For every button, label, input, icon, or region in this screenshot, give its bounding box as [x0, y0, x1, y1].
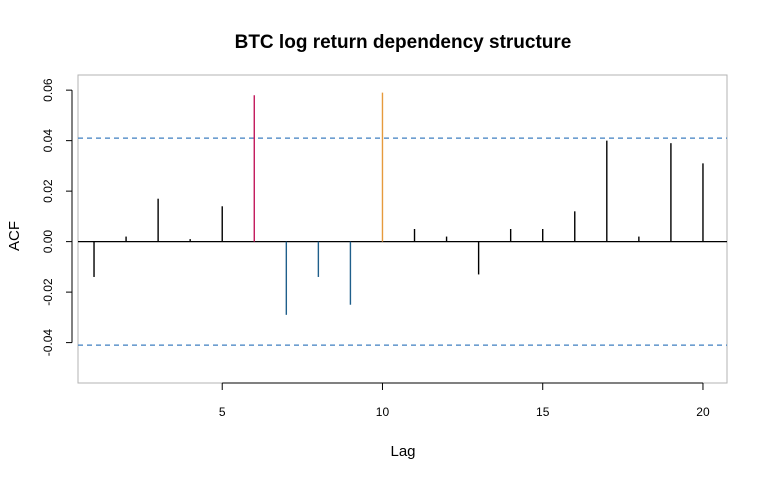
y-tick-label: 0.06: [41, 78, 55, 102]
plot-frame: [77, 74, 728, 384]
x-tick-label: 20: [696, 405, 710, 419]
y-tick-label: -0.04: [41, 329, 55, 357]
x-axis: 5 10 15 20: [219, 382, 710, 419]
y-tick-label: 0.02: [41, 179, 55, 203]
confidence-bounds: [78, 137, 727, 346]
y-axis: -0.04 -0.02 0.00 0.02 0.04 0.06: [41, 78, 73, 357]
y-tick-label: 0.00: [41, 230, 55, 254]
acf-bars: [93, 92, 704, 315]
chart-title: BTC log return dependency structure: [235, 32, 572, 53]
x-tick-label: 5: [219, 405, 226, 419]
x-axis-label: Lag: [390, 443, 415, 460]
y-tick-label: 0.04: [41, 129, 55, 153]
x-tick-label: 15: [536, 405, 550, 419]
y-axis-label: ACF: [6, 221, 23, 251]
x-tick-label: 10: [376, 405, 390, 419]
y-tick-label: -0.02: [41, 278, 55, 306]
